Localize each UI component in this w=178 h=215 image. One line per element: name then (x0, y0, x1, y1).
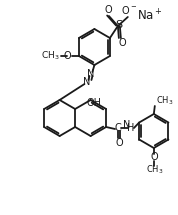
Text: CH$_3$: CH$_3$ (156, 95, 173, 107)
Text: OH: OH (86, 98, 101, 108)
Text: N: N (83, 77, 90, 87)
Text: CH$_3$: CH$_3$ (41, 50, 60, 62)
Text: O: O (150, 152, 158, 162)
Text: Na$^+$: Na$^+$ (137, 8, 163, 23)
Text: O: O (104, 5, 112, 15)
Text: O$^-$: O$^-$ (121, 4, 137, 16)
Text: C: C (115, 123, 121, 133)
Text: CH$_3$: CH$_3$ (146, 164, 164, 176)
Text: S: S (115, 20, 122, 30)
Text: H: H (127, 123, 135, 133)
Text: N: N (123, 120, 131, 130)
Text: O: O (118, 38, 126, 48)
Text: N: N (87, 69, 94, 79)
Text: O: O (115, 138, 123, 148)
Text: O: O (63, 51, 71, 61)
